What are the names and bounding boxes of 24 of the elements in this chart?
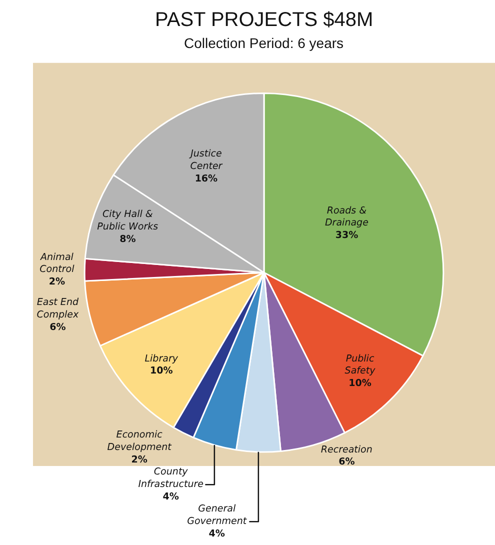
- data-label: 33%: [335, 230, 359, 242]
- data-label: 6%: [338, 456, 356, 468]
- slice-label: Justice Center: [188, 148, 224, 172]
- data-label: 4%: [208, 528, 226, 540]
- data-label: 16%: [194, 173, 218, 184]
- slice-label: Public Safety: [344, 353, 376, 377]
- slice-label: City Hall & Public Works: [97, 209, 158, 233]
- data-label: 4%: [162, 491, 180, 502]
- data-label: 2%: [48, 276, 66, 288]
- slice-label: Roads & Drainage: [324, 205, 369, 229]
- slice-label: County Infrastructure: [138, 466, 204, 490]
- data-label: 8%: [120, 234, 136, 246]
- data-label: 10%: [150, 366, 174, 377]
- data-label: 10%: [348, 378, 372, 390]
- chart-subtitle: Collection Period: 6 years: [184, 35, 344, 51]
- slice-label: Recreation: [320, 444, 372, 456]
- chart-title: PAST PROJECTS $48M: [155, 9, 374, 31]
- slice-label: East End Complex: [36, 297, 80, 320]
- data-label: 6%: [50, 322, 66, 333]
- slice-label: Economic Development: [107, 430, 173, 453]
- slice-label: General Government: [187, 504, 248, 527]
- data-label: 2%: [131, 454, 148, 466]
- slice-label: Library: [144, 353, 178, 364]
- slice-label: Animal Control: [39, 252, 75, 276]
